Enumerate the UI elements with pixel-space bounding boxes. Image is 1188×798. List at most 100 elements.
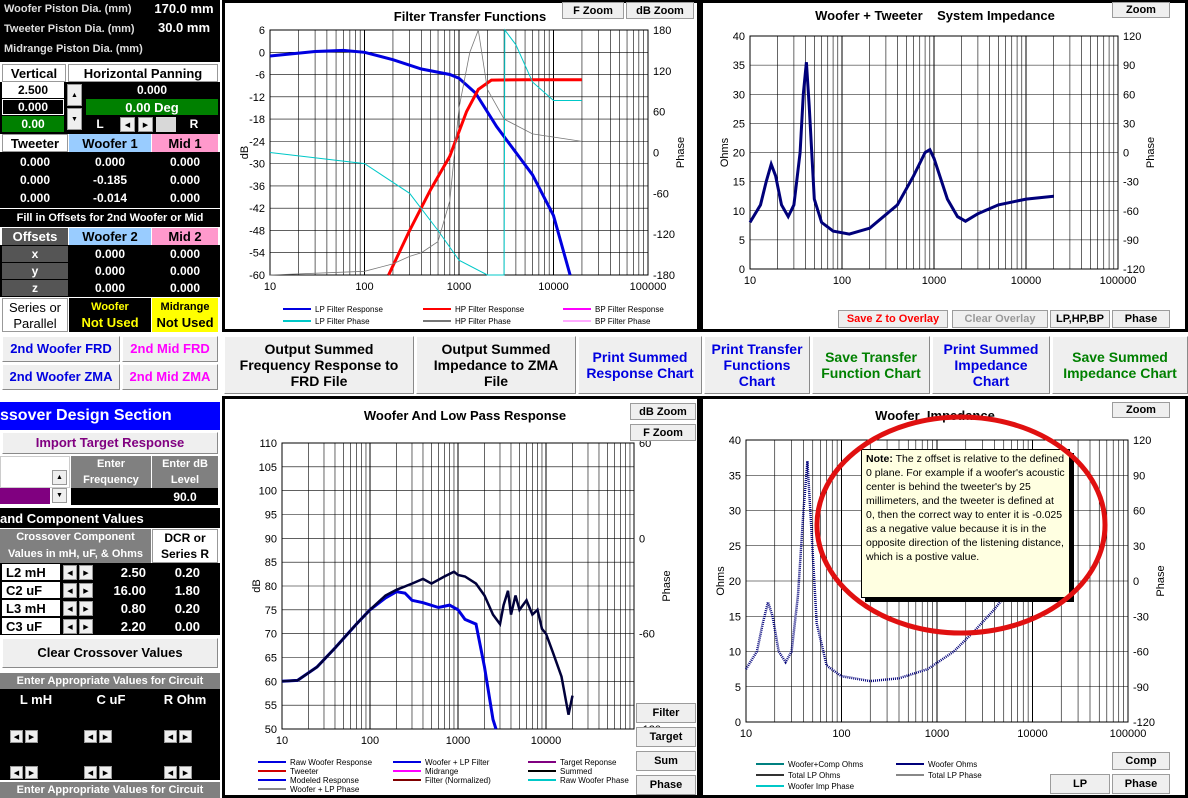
vertical-value-2[interactable]: 0.000 xyxy=(2,99,64,115)
output-frd-button[interactable]: Output Summed Frequency Response to FRD … xyxy=(224,336,414,394)
import-target-button[interactable]: Import Target Response xyxy=(2,432,218,454)
offsets2-x-m2[interactable]: 0.000 xyxy=(169,247,201,261)
circuit-c-left-arrow-icon[interactable]: ◀ xyxy=(84,730,97,743)
circuit-r-right-arrow-icon[interactable]: ▶ xyxy=(179,766,192,779)
circuit-l-left-arrow-icon[interactable]: ◀ xyxy=(10,730,23,743)
offset-r3c2[interactable]: -0.014 xyxy=(92,191,128,205)
offsets2-x-w2[interactable]: 0.000 xyxy=(94,247,126,261)
component-dcr[interactable]: 0.00 xyxy=(174,618,200,634)
chart1-dbzoom-button[interactable]: dB Zoom xyxy=(626,2,694,19)
offsets2-y-w2[interactable]: 0.000 xyxy=(94,264,126,278)
horizontal-value-2[interactable]: 0.00 Deg xyxy=(86,99,218,115)
pan-left-arrow-icon[interactable]: ◀ xyxy=(120,117,135,132)
chart3-dbzoom-button[interactable]: dB Zoom xyxy=(630,403,696,420)
print-impedance-button[interactable]: Print Summed Impedance Chart xyxy=(932,336,1050,394)
mid2-frd-button[interactable]: 2nd Mid FRD xyxy=(122,336,218,362)
component-left-arrow-icon[interactable]: ◀ xyxy=(63,601,77,616)
component-value[interactable]: 2.20 xyxy=(120,618,146,634)
component-left-arrow-icon[interactable]: ◀ xyxy=(63,565,77,580)
circuit-r-right-arrow-icon[interactable]: ▶ xyxy=(179,730,192,743)
offset-r2c1[interactable]: 0.000 xyxy=(19,173,51,187)
component-dcr[interactable]: 0.20 xyxy=(174,564,200,580)
circuit-l-right-arrow-icon[interactable]: ▶ xyxy=(25,766,38,779)
woofer-series-value[interactable]: Not Used xyxy=(81,315,139,330)
l-mh-header: L mH xyxy=(19,691,53,707)
chart4-lp-button[interactable]: LP xyxy=(1050,774,1110,794)
vertical-label: Vertical xyxy=(2,64,66,82)
offset-r2c2[interactable]: -0.185 xyxy=(92,173,128,187)
component-value[interactable]: 16.00 xyxy=(113,582,146,598)
component-value[interactable]: 2.50 xyxy=(120,564,146,580)
freq-down-arrow-icon[interactable]: ▼ xyxy=(52,488,67,503)
r-ohm-header: R Ohm xyxy=(163,691,207,707)
clear-overlay-button[interactable]: Clear Overlay xyxy=(952,310,1048,328)
chart2-phase-button[interactable]: Phase xyxy=(1112,310,1170,328)
mid-series-value[interactable]: Not Used xyxy=(156,315,214,330)
clear-crossover-button[interactable]: Clear Crossover Values xyxy=(2,638,218,668)
woofer-piston-value[interactable]: 170.0 mm xyxy=(154,0,214,16)
mid1-header: Mid 1 xyxy=(152,134,218,152)
enter-frequency-label: Enter Frequency xyxy=(71,456,151,488)
component-dcr[interactable]: 0.20 xyxy=(174,600,200,616)
mid-series-box[interactable] xyxy=(152,298,218,332)
circuit-r-left-arrow-icon[interactable]: ◀ xyxy=(164,766,177,779)
save-impedance-button[interactable]: Save Summed Impedance Chart xyxy=(1052,336,1188,394)
component-right-arrow-icon[interactable]: ▶ xyxy=(79,583,93,598)
woofer2-zma-button[interactable]: 2nd Woofer ZMA xyxy=(2,364,120,390)
circuit-c-left-arrow-icon[interactable]: ◀ xyxy=(84,766,97,779)
chart3-phase-button[interactable]: Phase xyxy=(636,775,696,795)
offsets2-y-m2[interactable]: 0.000 xyxy=(169,264,201,278)
offsets2-z-m2[interactable]: 0.000 xyxy=(169,281,201,295)
mid2-zma-button[interactable]: 2nd Mid ZMA xyxy=(122,364,218,390)
offset-r1c3[interactable]: 0.000 xyxy=(169,155,201,169)
chart4-comp-button[interactable]: Comp xyxy=(1112,752,1170,770)
circuit-r-left-arrow-icon[interactable]: ◀ xyxy=(164,730,177,743)
offset-r2c3[interactable]: 0.000 xyxy=(169,173,201,187)
component-left-arrow-icon[interactable]: ◀ xyxy=(63,619,77,634)
offset-r1c2[interactable]: 0.000 xyxy=(94,155,126,169)
pan-slider-track[interactable] xyxy=(156,117,176,132)
vertical-up-arrow-icon[interactable]: ▲ xyxy=(67,84,82,106)
pan-right-arrow-icon[interactable]: ▶ xyxy=(138,117,153,132)
chart4-phase-button[interactable]: Phase xyxy=(1112,774,1170,794)
circuit-c-right-arrow-icon[interactable]: ▶ xyxy=(99,730,112,743)
print-summed-response-button[interactable]: Print Summed Response Chart xyxy=(578,336,702,394)
component-left-arrow-icon[interactable]: ◀ xyxy=(63,583,77,598)
chart3-sum-button[interactable]: Sum xyxy=(636,751,696,771)
pan-left-label: L xyxy=(96,117,104,131)
chart3-filter-button[interactable]: Filter xyxy=(636,703,696,723)
vertical-value-3[interactable]: 0.00 xyxy=(2,116,64,132)
tweeter-piston-value[interactable]: 30.0 mm xyxy=(157,19,211,35)
horizontal-value-1[interactable]: 0.000 xyxy=(86,82,218,98)
chart1-fzoom-button[interactable]: F Zoom xyxy=(562,2,624,19)
component-value[interactable]: 0.80 xyxy=(120,600,146,616)
woofer2-frd-button[interactable]: 2nd Woofer FRD xyxy=(2,336,120,362)
offset-r3c1[interactable]: 0.000 xyxy=(19,191,51,205)
chart3-fzoom-button[interactable]: F Zoom xyxy=(630,424,696,441)
component-right-arrow-icon[interactable]: ▶ xyxy=(79,565,93,580)
circuit-l-left-arrow-icon[interactable]: ◀ xyxy=(10,766,23,779)
offsets2-z-w2[interactable]: 0.000 xyxy=(94,281,126,295)
chart3-target-button[interactable]: Target xyxy=(636,727,696,747)
db-level-value[interactable]: 90.0 xyxy=(173,489,197,504)
component-right-arrow-icon[interactable]: ▶ xyxy=(79,619,93,634)
circuit-l-right-arrow-icon[interactable]: ▶ xyxy=(25,730,38,743)
vertical-down-arrow-icon[interactable]: ▼ xyxy=(67,108,82,130)
output-zma-button[interactable]: Output Summed Impedance to ZMA File xyxy=(416,336,576,394)
chart2-zoom-button[interactable]: Zoom xyxy=(1112,2,1170,18)
component-right-arrow-icon[interactable]: ▶ xyxy=(79,601,93,616)
offsets2-label: Offsets xyxy=(2,228,68,245)
print-transfer-button[interactable]: Print Transfer Functions Chart xyxy=(704,336,810,394)
offset-r1c1[interactable]: 0.000 xyxy=(19,155,51,169)
lphpbp-button[interactable]: LP,HP,BP xyxy=(1050,310,1110,328)
save-z-overlay-button[interactable]: Save Z to Overlay xyxy=(838,310,948,328)
vertical-value-1[interactable]: 2.500 xyxy=(2,82,64,98)
freq-up-arrow-icon[interactable]: ▲ xyxy=(52,470,67,485)
chart4-zoom-button[interactable]: Zoom xyxy=(1112,402,1170,418)
offset-r3c3[interactable]: 0.000 xyxy=(169,191,201,205)
woofer-series-box[interactable] xyxy=(69,298,151,332)
circuit-c-right-arrow-icon[interactable]: ▶ xyxy=(99,766,112,779)
component-dcr[interactable]: 1.80 xyxy=(174,582,200,598)
freq-input-purple[interactable] xyxy=(0,488,50,504)
save-transfer-button[interactable]: Save Transfer Function Chart xyxy=(812,336,930,394)
